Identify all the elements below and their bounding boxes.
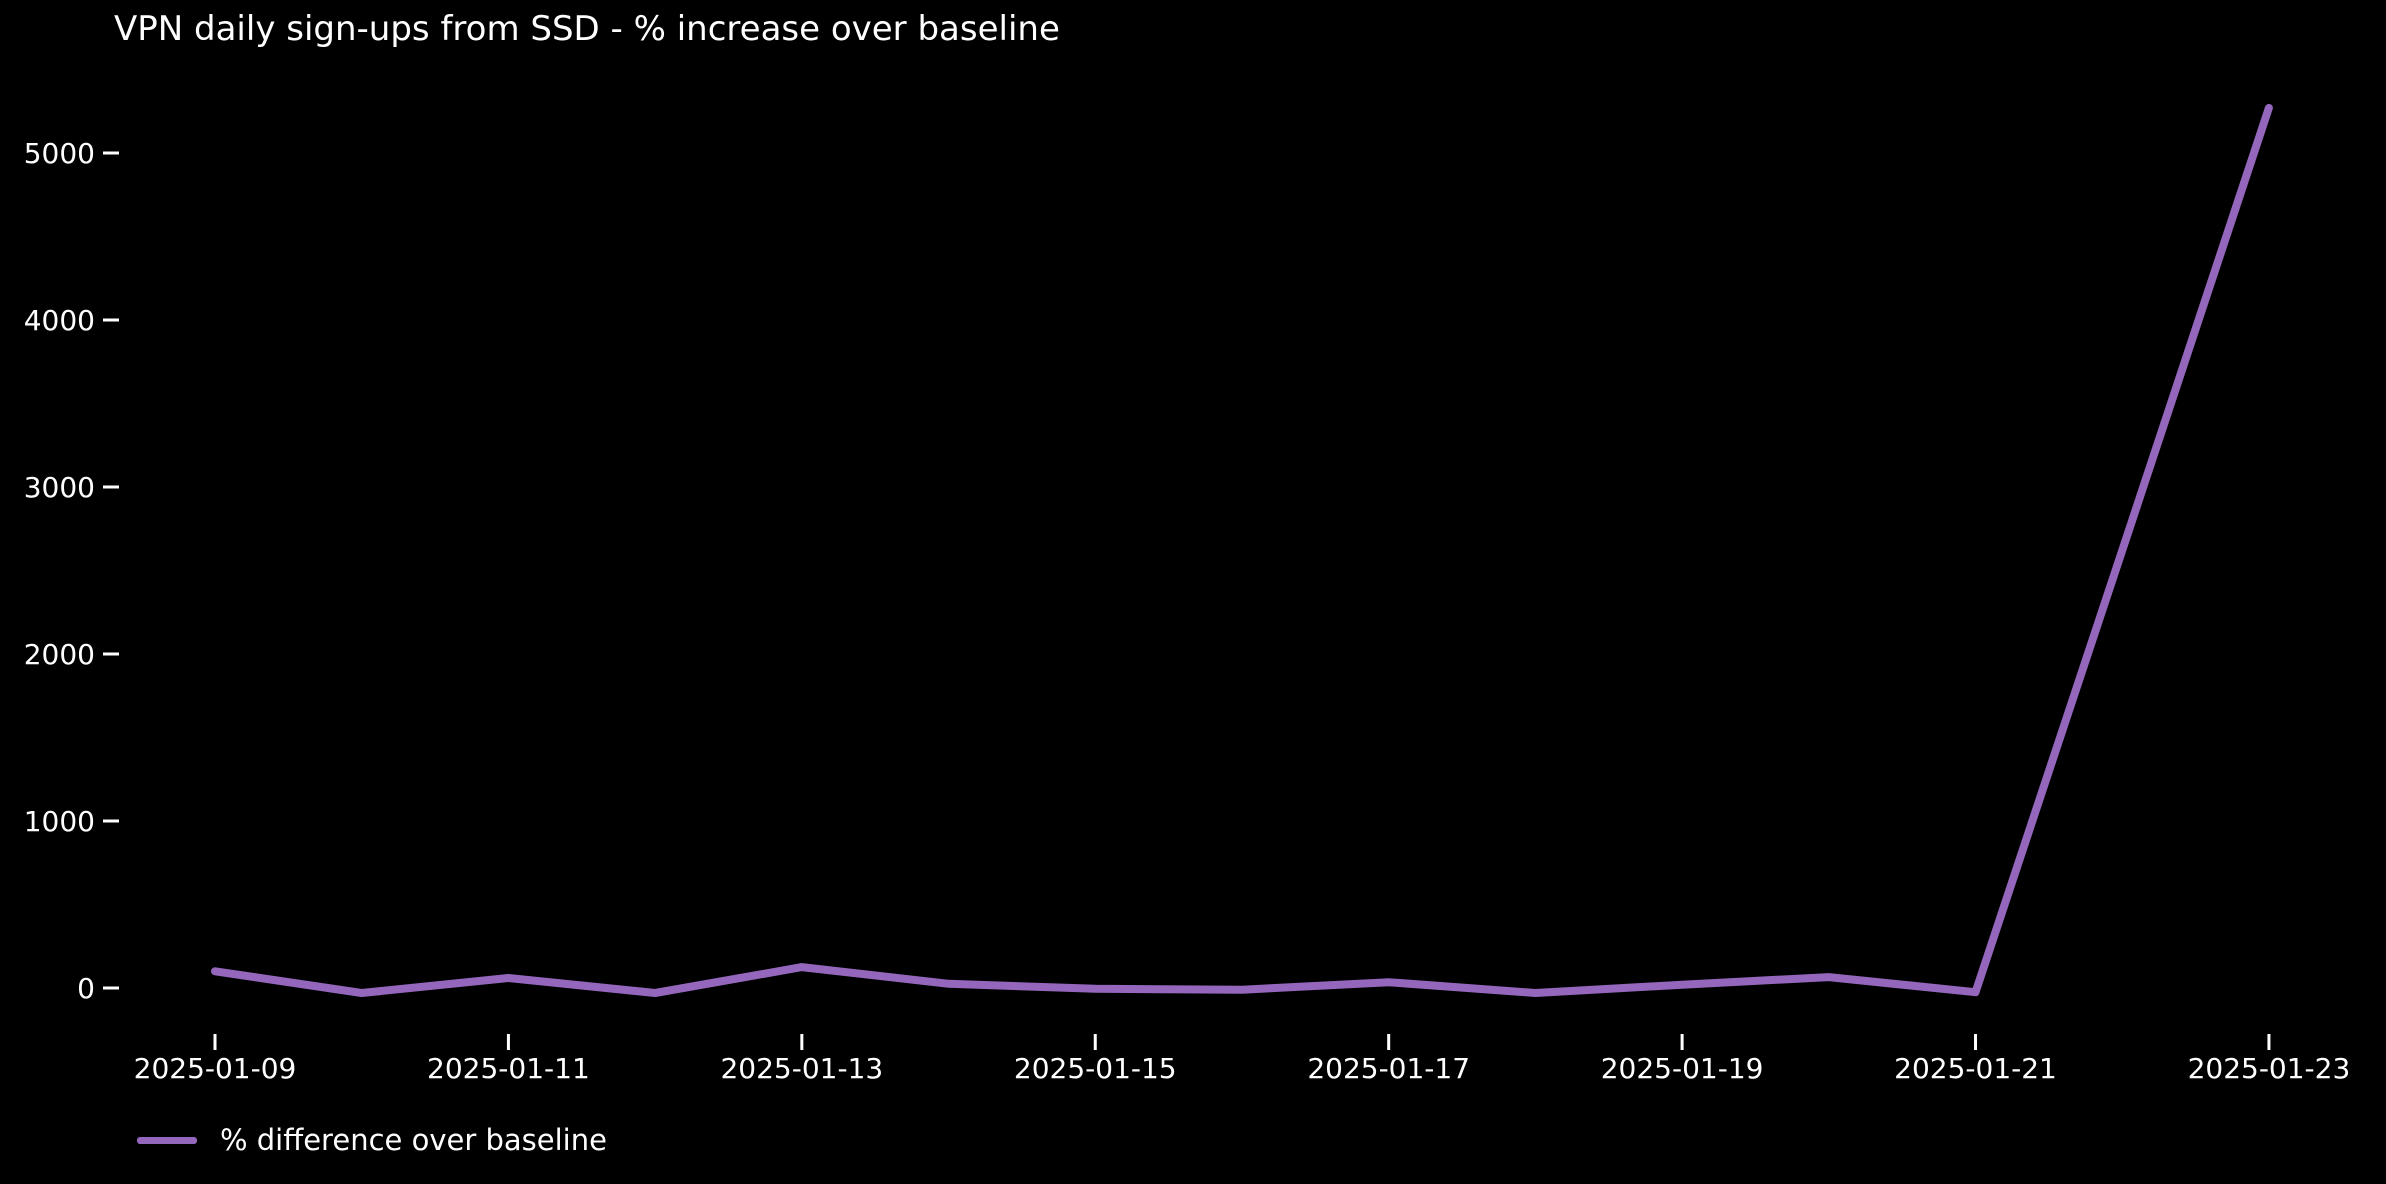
legend-line-swatch xyxy=(137,1136,197,1144)
x-tick-label: 2025-01-09 xyxy=(134,1052,297,1085)
x-tick-label: 2025-01-23 xyxy=(2188,1052,2351,1085)
y-tick-label: 2000 xyxy=(24,638,95,671)
x-tick-label: 2025-01-19 xyxy=(1601,1052,1764,1085)
legend: % difference over baseline xyxy=(137,1123,607,1157)
x-tick-label: 2025-01-21 xyxy=(1894,1052,2057,1085)
y-tick-label: 5000 xyxy=(24,137,95,170)
y-tick-label: 3000 xyxy=(24,471,95,504)
x-tick-label: 2025-01-17 xyxy=(1307,1052,1470,1085)
legend-label: % difference over baseline xyxy=(220,1123,607,1157)
y-tick-label: 0 xyxy=(77,972,95,1005)
x-tick-label: 2025-01-11 xyxy=(427,1052,590,1085)
x-tick-label: 2025-01-15 xyxy=(1014,1052,1177,1085)
y-tick-label: 4000 xyxy=(24,304,95,337)
x-tick-label: 2025-01-13 xyxy=(720,1052,883,1085)
chart-title: VPN daily sign-ups from SSD - % increase… xyxy=(114,9,1060,49)
series-line xyxy=(211,103,2273,997)
y-tick-label: 1000 xyxy=(24,805,95,838)
